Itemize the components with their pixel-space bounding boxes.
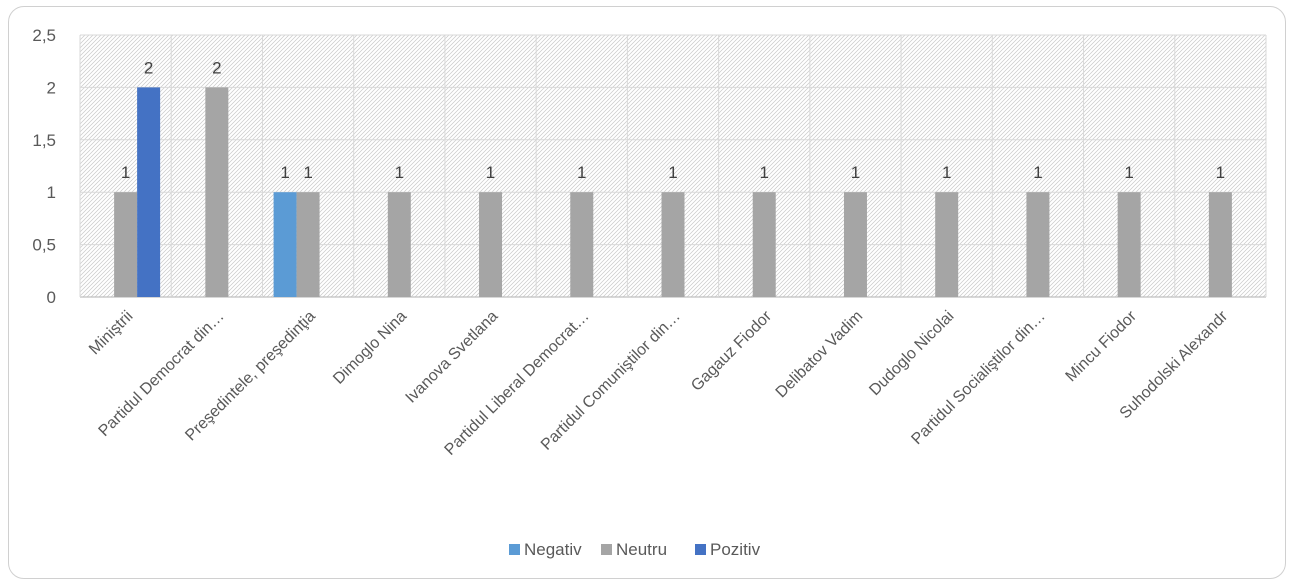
x-category-label: Gagauz Fiodor [688, 307, 775, 394]
data-label: 1 [577, 163, 586, 182]
bar-neutru [296, 192, 320, 297]
data-label: 1 [280, 163, 289, 182]
bar-neutru [1117, 192, 1141, 297]
y-tick-label: 2,5 [32, 26, 56, 45]
data-label: 1 [1033, 163, 1042, 182]
data-label: 1 [759, 163, 768, 182]
bar-neutru [661, 192, 685, 297]
bar-neutru [1208, 192, 1232, 297]
bar-neutru [114, 192, 138, 297]
bar-negativ [273, 192, 297, 297]
data-label: 1 [486, 163, 495, 182]
legend-swatch [695, 544, 706, 555]
bar-neutru [1026, 192, 1050, 297]
bar-neutru [570, 192, 594, 297]
data-label: 1 [303, 163, 312, 182]
y-tick-label: 1,5 [32, 131, 56, 150]
data-label: 1 [942, 163, 951, 182]
legend-label: Pozitiv [710, 540, 761, 559]
y-tick-label: 0,5 [32, 236, 56, 255]
y-tick-label: 1 [47, 183, 56, 202]
legend-swatch [509, 544, 520, 555]
data-label: 1 [121, 163, 130, 182]
x-category-label: Ivanova Svetlana [403, 308, 502, 407]
bar-neutru [205, 87, 229, 298]
x-category-label: Mincu Fiodor [1063, 307, 1141, 385]
bar-neutru [843, 192, 867, 297]
data-label: 1 [1216, 163, 1225, 182]
bar-neutru [935, 192, 959, 297]
x-category-label: Partidul Liberal Democrat… [442, 308, 593, 459]
data-label: 2 [212, 58, 221, 77]
data-label: 1 [395, 163, 404, 182]
y-tick-label: 2 [47, 78, 56, 97]
legend-swatch [601, 544, 612, 555]
data-label: 1 [1124, 163, 1133, 182]
legend-label: Negativ [524, 540, 582, 559]
bar-neutru [387, 192, 411, 297]
bar-neutru [752, 192, 776, 297]
data-label: 1 [851, 163, 860, 182]
y-tick-label: 0 [47, 288, 56, 307]
x-category-label: Miniştrii [86, 308, 136, 358]
data-label: 1 [668, 163, 677, 182]
legend-label: Neutru [616, 540, 667, 559]
data-label: 2 [144, 58, 153, 77]
bar-neutru [479, 192, 503, 297]
x-category-label: Delibatov Vadim [773, 308, 867, 402]
x-category-label: Dudoglo Nicolai [866, 308, 957, 399]
x-category-label: Dimoglo Nina [330, 308, 410, 388]
bar-pozitiv [137, 87, 161, 298]
